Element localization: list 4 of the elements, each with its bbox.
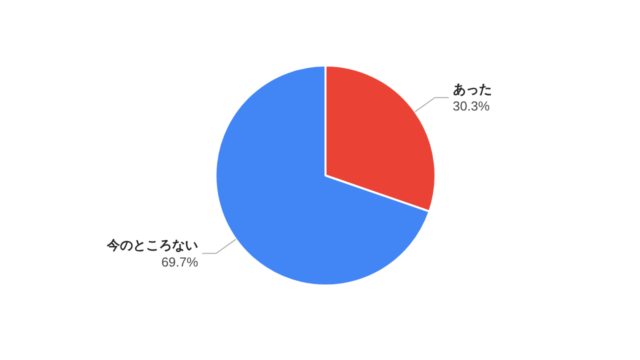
slice-label: 今のところない <box>106 237 198 252</box>
data-label: 30.3% <box>452 98 490 114</box>
slice-label: あった <box>452 82 492 97</box>
data-label: 69.7% <box>161 254 199 270</box>
